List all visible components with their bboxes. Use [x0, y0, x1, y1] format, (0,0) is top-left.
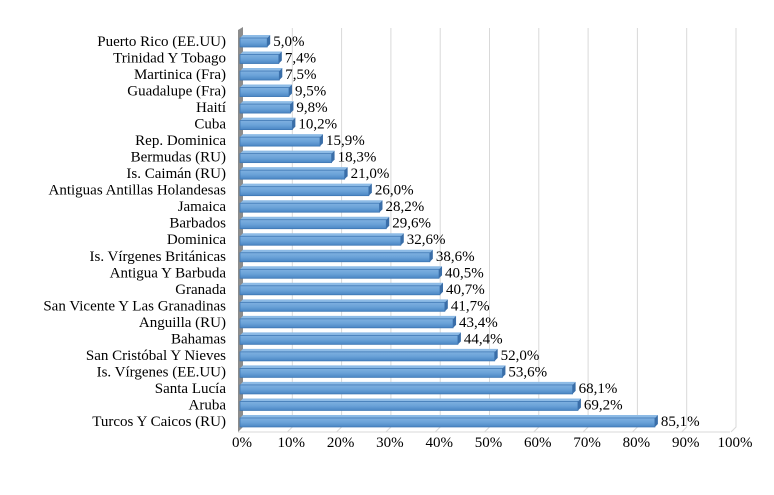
data-label: 32,6%: [407, 232, 446, 248]
category-label: Granada: [175, 282, 226, 298]
data-label: 43,4%: [459, 315, 498, 331]
bar: [239, 332, 461, 345]
x-tick-label: 80%: [623, 435, 651, 451]
category-label: San Cristóbal Y Nieves: [86, 348, 226, 364]
category-label: Jamaica: [178, 199, 227, 215]
x-tick-label: 70%: [573, 435, 601, 451]
bar: [239, 365, 506, 378]
category-label: San Vicente Y Las Granadinas: [43, 298, 226, 314]
bar: [239, 51, 282, 64]
x-tick-label: 0%: [232, 435, 252, 451]
category-label: Bahamas: [171, 331, 226, 347]
x-tick-label: 40%: [425, 435, 453, 451]
data-label: 18,3%: [338, 150, 377, 166]
data-label: 40,5%: [445, 265, 484, 281]
category-label: Haití: [196, 100, 226, 116]
category-label: Bermudas (RU): [131, 150, 226, 166]
x-tick-label: 50%: [475, 435, 503, 451]
category-label: Is. Vírgenes Británicas: [89, 249, 226, 265]
gridline: [632, 28, 638, 433]
bar: [239, 216, 390, 230]
data-label: 40,7%: [446, 282, 485, 298]
data-label: 38,6%: [436, 249, 475, 265]
x-tick-label: 20%: [327, 435, 355, 451]
category-label: Anguilla (RU): [139, 315, 226, 331]
x-tick-label: 90%: [672, 435, 700, 451]
bar: [239, 414, 658, 428]
data-label: 10,2%: [298, 117, 337, 133]
category-label: Rep. Dominica: [135, 133, 226, 149]
bar: [239, 101, 294, 114]
bar: [239, 398, 581, 411]
gridline: [681, 28, 688, 433]
category-label: Turcos Y Caicos (RU): [92, 414, 226, 430]
bar: [239, 68, 283, 81]
bar: [239, 282, 443, 296]
category-label: Dominica: [167, 232, 226, 248]
bar: [239, 299, 448, 312]
category-label: Aruba: [189, 397, 227, 413]
data-label: 5,0%: [273, 34, 304, 50]
data-label: 29,6%: [392, 216, 431, 232]
category-label: Martinica (Fra): [134, 67, 226, 83]
category-label: Guadalupe (Fra): [127, 84, 226, 100]
bar: [239, 117, 296, 130]
category-label: Trinidad Y Tobago: [113, 51, 226, 67]
category-label: Is. Caimán (RU): [126, 166, 226, 182]
category-label: Santa Lucía: [155, 381, 227, 397]
data-label: 85,1%: [661, 414, 700, 430]
bar: [239, 200, 383, 213]
data-label: 69,2%: [584, 397, 623, 413]
x-tick-label: 10%: [278, 435, 306, 451]
gridline: [582, 28, 589, 433]
bar: [239, 183, 372, 197]
data-label: 68,1%: [579, 381, 618, 397]
data-label: 52,0%: [501, 348, 540, 364]
bar: [239, 315, 457, 329]
data-label: 9,8%: [296, 100, 327, 116]
data-label: 28,2%: [385, 199, 424, 215]
data-label: 9,5%: [295, 84, 326, 100]
bar: [239, 249, 433, 263]
category-label: Barbados: [169, 216, 226, 232]
category-label: Cuba: [194, 117, 226, 133]
category-label: Antiguas Antillas Holandesas: [49, 183, 227, 199]
bar: [239, 150, 335, 164]
data-label: 7,5%: [285, 67, 316, 83]
bar: [239, 167, 348, 180]
gridline: [730, 28, 737, 433]
bar: [239, 134, 323, 147]
data-label: 41,7%: [451, 298, 490, 314]
category-label: Is. Vírgenes (EE.UU): [97, 364, 226, 380]
bar: [239, 348, 498, 362]
data-label: 26,0%: [375, 183, 414, 199]
bar: [239, 84, 292, 97]
data-label: 21,0%: [351, 166, 390, 182]
x-tick-label: 100%: [718, 435, 753, 451]
data-label: 53,6%: [508, 364, 547, 380]
category-label: Antigua Y Barbuda: [110, 265, 227, 281]
x-tick-label: 60%: [524, 435, 552, 451]
bar: [239, 266, 443, 279]
data-label: 7,4%: [285, 51, 316, 67]
bar: [239, 381, 576, 395]
category-label: Puerto Rico (EE.UU): [97, 34, 226, 50]
x-tick-label: 30%: [376, 435, 404, 451]
data-label: 15,9%: [326, 133, 365, 149]
bar: [239, 35, 271, 48]
bar: [239, 233, 404, 246]
data-label: 44,4%: [464, 331, 503, 347]
